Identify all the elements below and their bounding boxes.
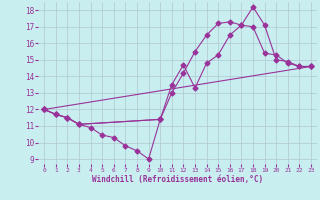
X-axis label: Windchill (Refroidissement éolien,°C): Windchill (Refroidissement éolien,°C) bbox=[92, 175, 263, 184]
